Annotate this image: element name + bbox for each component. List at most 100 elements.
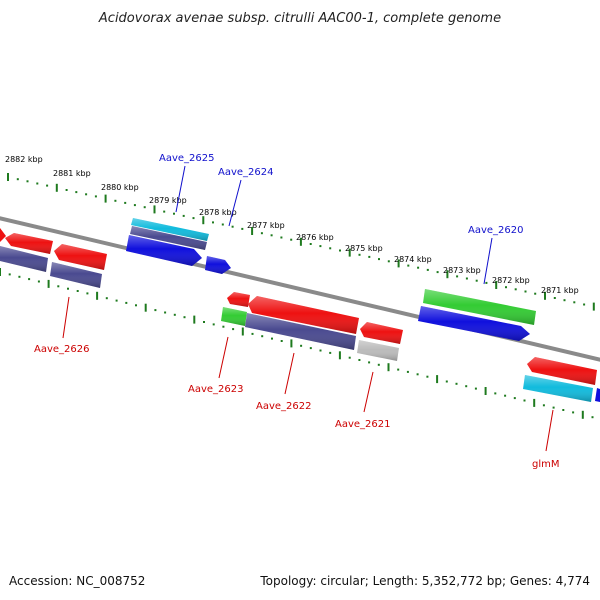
lower-ruler-minor-tick [474, 387, 477, 390]
kbp-label-2877: 2877 kbp [247, 221, 285, 230]
genes-inner-strand [0, 228, 600, 402]
upper-ruler-minor-tick [124, 201, 127, 204]
leader-glmm [545, 409, 554, 452]
label-aave-2621[interactable]: Aave_2621 [335, 419, 391, 430]
lower-ruler-minor-tick [552, 406, 555, 409]
gene-green-outer-shade [423, 289, 536, 325]
gene-labels-lower: Aave_2626 Aave_2623 Aave_2622 Aave_2621 … [34, 344, 560, 470]
upper-ruler-minor-tick [192, 217, 195, 220]
kbp-label-2882: 2882 kbp [5, 155, 43, 164]
lower-ruler-minor-tick [232, 328, 235, 331]
lower-ruler-minor-tick [572, 411, 575, 414]
lower-ruler-minor-tick [591, 416, 594, 419]
gene-navy-left-b-shade [50, 262, 102, 288]
lower-ruler-minor-tick [154, 309, 157, 312]
label-aave-2626[interactable]: Aave_2626 [34, 344, 90, 355]
lower-ruler-minor-tick [465, 385, 468, 388]
lower-ruler-minor-tick [397, 368, 400, 371]
upper-ruler-minor-tick [368, 255, 371, 258]
upper-ruler-minor-tick [505, 286, 507, 289]
lower-ruler-minor-tick [115, 299, 118, 302]
upper-ruler-minor-tick [143, 206, 146, 209]
lower-ruler-minor-tick [494, 392, 497, 395]
upper-ruler-minor-tick [339, 249, 341, 252]
lower-ruler-minor-tick [212, 323, 215, 326]
gene-red-mid-shade [360, 322, 403, 344]
lower-ruler-minor-tick [18, 275, 21, 278]
upper-ruler-minor-tick [85, 193, 88, 196]
genome-summary-text: Topology: circular; Length: 5,352,772 bp… [260, 574, 590, 588]
kbp-ruler-upper [7, 173, 595, 311]
gene-glmm-shade [523, 375, 593, 402]
kbp-label-2881: 2881 kbp [53, 169, 91, 178]
upper-ruler-minor-tick [221, 223, 224, 226]
label-aave-2625[interactable]: Aave_2625 [159, 153, 215, 164]
upper-ruler-minor-tick [182, 214, 185, 217]
lower-ruler-minor-tick [86, 292, 89, 295]
upper-ruler-minor-tick [407, 264, 410, 267]
upper-ruler-minor-tick [583, 303, 586, 306]
leader-aave-2621 [363, 371, 374, 413]
upper-ruler-minor-tick [309, 243, 312, 245]
lower-ruler-minor-tick [377, 363, 380, 366]
label-leaders-upper [175, 165, 493, 285]
lower-ruler-minor-tick [173, 313, 176, 316]
gene-red-left-a-shade [5, 233, 53, 254]
upper-ruler-minor-tick [46, 184, 49, 187]
gene-aave-2624-shade [205, 256, 231, 274]
gene-aave-2620-shade [418, 306, 530, 341]
lower-ruler-minor-tick [368, 361, 371, 364]
lower-ruler-minor-tick [348, 356, 351, 359]
label-aave-2624[interactable]: Aave_2624 [218, 167, 274, 178]
leader-aave-2620 [483, 237, 493, 285]
upper-ruler-minor-tick [524, 290, 527, 293]
label-aave-2622[interactable]: Aave_2622 [256, 401, 312, 412]
upper-ruler-minor-tick [573, 301, 576, 304]
lower-ruler-minor-tick [37, 280, 40, 283]
lower-ruler-minor-tick [523, 399, 526, 402]
upper-ruler-minor-tick [553, 297, 556, 299]
upper-ruler-minor-tick [475, 279, 478, 282]
gene-blue-right-edge[interactable] [595, 388, 600, 402]
kbp-label-2879: 2879 kbp [149, 196, 187, 205]
lower-ruler-minor-tick [504, 394, 507, 397]
gene-red-right-shade [527, 357, 597, 385]
upper-ruler-minor-tick [65, 189, 68, 191]
kbp-label-2874: 2874 kbp [394, 255, 432, 264]
lower-ruler-minor-tick [455, 382, 458, 385]
lower-ruler-minor-tick [513, 397, 516, 400]
upper-ruler-minor-tick [75, 191, 78, 194]
upper-ruler-minor-tick [241, 227, 244, 230]
upper-ruler-minor-tick [36, 182, 39, 185]
upper-ruler-minor-tick [212, 221, 214, 224]
map-title: Acidovorax avenae subsp. citrulli AAC00-… [98, 11, 501, 26]
lower-ruler-minor-tick [406, 370, 409, 373]
upper-ruler-minor-tick [329, 247, 332, 250]
lower-ruler-minor-tick [319, 349, 322, 352]
upper-ruler-minor-tick [270, 234, 273, 237]
upper-ruler-minor-tick [163, 210, 166, 213]
upper-ruler-minor-tick [319, 245, 322, 248]
upper-ruler-minor-tick [514, 288, 517, 291]
kbp-ruler-lower [0, 268, 594, 419]
gene-aave-2625-shade [131, 218, 209, 241]
leader-aave-2623 [218, 336, 229, 379]
upper-ruler-minor-tick [94, 195, 97, 198]
label-aave-2623[interactable]: Aave_2623 [188, 384, 244, 395]
upper-ruler-minor-tick [231, 225, 234, 228]
gene-aave-2623-shade [221, 307, 247, 326]
upper-ruler-minor-tick [16, 178, 19, 181]
lower-ruler-minor-tick [183, 316, 186, 319]
lower-ruler-minor-tick [358, 359, 361, 361]
upper-ruler-minor-tick [133, 204, 136, 207]
leader-aave-2622 [284, 352, 295, 395]
gene-aave-2621-shade [357, 340, 399, 361]
gene-red-left-edge[interactable] [0, 228, 6, 242]
gene-labels-upper: Aave_2625 Aave_2624 Aave_2620 [159, 153, 524, 236]
label-glmm[interactable]: glmM [532, 459, 560, 470]
lower-ruler-minor-tick [445, 380, 448, 383]
lower-ruler-minor-tick [426, 375, 429, 378]
label-aave-2620[interactable]: Aave_2620 [468, 225, 524, 236]
gene-red-left-b-shade [54, 244, 107, 270]
lower-ruler-minor-tick [57, 285, 60, 288]
